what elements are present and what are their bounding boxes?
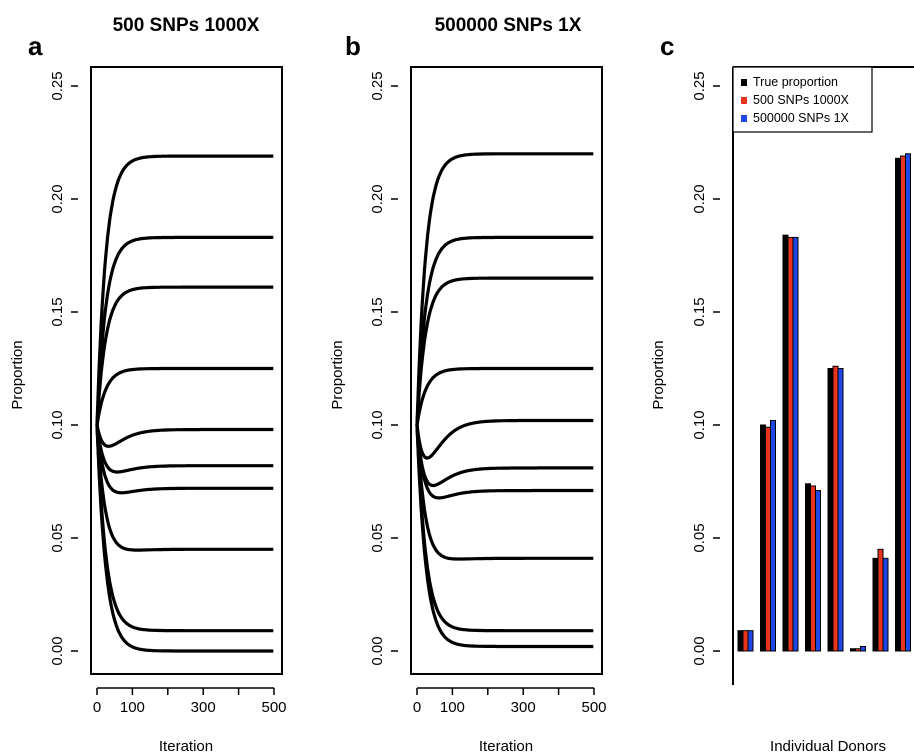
panel-b-title: 500000 SNPs 1X [435, 15, 582, 36]
panel-c-bar-7-2 [877, 548, 884, 652]
panel-c-bar-1-2 [742, 630, 749, 652]
panel-c-y-tick-label: 0.05 [691, 523, 708, 552]
panel-b-plot-frame [410, 66, 603, 675]
panel-a-y-tick-label: 0.15 [49, 297, 66, 326]
panel-a-x-axis-label: Iteration [159, 738, 213, 755]
panel-b-y-tick-label: 0.10 [369, 410, 386, 439]
legend-swatch-true [741, 79, 747, 86]
panel-c-bar-4-3 [815, 490, 821, 652]
panel-c-bar-4-1 [805, 483, 811, 652]
panel-a-series-line-7 [95, 424, 274, 495]
panel-b-series-line-9 [415, 424, 594, 633]
panel-a-series-line-10 [95, 424, 274, 653]
panel-a-series-line-6 [95, 424, 274, 474]
legend-label-true: True proportion [753, 75, 838, 89]
legend-label-500000: 500000 SNPs 1X [753, 111, 850, 125]
panel-a-series-line-5 [95, 424, 274, 448]
panel-a-y-tick-label: 0.05 [49, 523, 66, 552]
panel-c-bar-3-2 [787, 236, 794, 652]
panel-b-series-line-5 [415, 418, 594, 460]
panel-b-y-tick-label: 0.15 [369, 297, 386, 326]
panel-b-line-chart: Iteration Proportion 0 100 300 500 0.00 0.05 0… [329, 66, 607, 755]
panel-c-bar-6-1 [850, 648, 856, 652]
legend-box [732, 66, 873, 133]
panel-b-x-tick-label: 300 [511, 699, 536, 716]
panel-c-bar-5-1 [827, 368, 834, 652]
panel-a-x-tick-label: 0 [93, 699, 101, 716]
panel-a-x-tick-label: 100 [120, 699, 145, 716]
panel-b-y-tick-label: 0.00 [369, 636, 386, 665]
panel-a-title: 500 SNPs 1000X [113, 15, 260, 36]
panel-a-y-tick-label: 0.20 [49, 184, 66, 213]
panel-c-bar-3-3 [792, 236, 799, 652]
panel-b-letter: b [345, 31, 361, 61]
panel-b-x-tick-label: 100 [440, 699, 465, 716]
panel-b-series-line-10 [415, 424, 594, 649]
panel-c-bar-6-2 [855, 648, 861, 652]
panel-c-bar-2-1 [760, 424, 766, 652]
panel-a-series-line-2 [95, 235, 274, 426]
panel-c-bar-7-1 [872, 557, 879, 652]
panel-b-series-line-4 [415, 366, 594, 426]
panel-b-series-line-1 [415, 152, 594, 426]
panel-c-bar-7-3 [882, 557, 889, 652]
panel-c-y-tick-label: 0.00 [691, 636, 708, 665]
panel-b-series-line-2 [415, 235, 594, 426]
panel-c-y-tick-label: 0.20 [691, 184, 708, 213]
panel-c-y-tick-label: 0.10 [691, 410, 708, 439]
panel-c-y-tick-label: 0.15 [691, 297, 708, 326]
panel-a-y-tick-label: 0.25 [49, 71, 66, 100]
panel-b-y-tick-label: 0.25 [369, 71, 386, 100]
panel-b-y-tick-label: 0.20 [369, 184, 386, 213]
panel-c-bar-3-1 [782, 234, 789, 652]
panel-c-letter: c [660, 31, 674, 61]
panel-a-series-line-1 [95, 154, 274, 426]
panel-a-y-tick-label: 0.00 [49, 636, 66, 665]
panel-a-series-line-3 [95, 285, 274, 426]
panel-c-bar-2-2 [765, 426, 771, 652]
panel-a-x-tick-label: 300 [191, 699, 216, 716]
panel-c-bar-1-1 [737, 630, 744, 652]
panel-c-bar-5-3 [837, 368, 844, 652]
legend-swatch-500 [741, 97, 747, 104]
panel-c-bar-2-3 [770, 419, 776, 652]
panel-b-series-line-7 [415, 424, 594, 500]
panel-b-series-line-6 [415, 424, 594, 488]
panel-c-y-axis-label: Proportion [650, 340, 667, 409]
panel-b-y-tick-label: 0.05 [369, 523, 386, 552]
panel-a-y-axis-label: Proportion [9, 340, 26, 409]
panel-c-x-axis-label: Individual Donors [770, 738, 886, 755]
panel-c-bar-8-3 [905, 153, 911, 652]
panel-a-series-line-9 [95, 424, 274, 633]
panel-a-plot-frame [90, 66, 283, 675]
legend: True proportion 500 SNPs 1000X 500000 SN… [732, 66, 873, 133]
panel-b-y-axis-label: Proportion [329, 340, 346, 409]
panel-c-bar-8-2 [900, 155, 906, 652]
panel-c-bar-1-3 [747, 630, 754, 652]
legend-label-500: 500 SNPs 1000X [753, 93, 850, 107]
panel-b-series-line-3 [415, 276, 594, 426]
panel-b-x-tick-label: 500 [581, 699, 606, 716]
panel-a-y-tick-label: 0.10 [49, 410, 66, 439]
panel-c-bar-8-1 [895, 157, 901, 652]
panel-a-line-chart: Iteration Proportion 0 100 300 500 0.00 0.05 0… [9, 66, 287, 755]
panel-a-series-line-8 [95, 424, 274, 552]
panel-a-x-tick-label: 500 [261, 699, 286, 716]
panel-a-letter: a [28, 31, 43, 61]
panel-c-bar-6-3 [860, 645, 866, 652]
panel-c-y-tick-label: 0.25 [691, 71, 708, 100]
legend-swatch-500000 [741, 115, 747, 122]
panel-a-series-line-4 [95, 366, 274, 426]
panel-c-bar-5-2 [832, 365, 839, 652]
panel-c-bar-chart: Individual Donors Proportion 0.00 0.05 0.1… [650, 66, 914, 755]
panel-c-bar-4-2 [810, 485, 816, 652]
panel-b-x-axis-label: Iteration [479, 738, 533, 755]
panel-b-x-tick-label: 0 [413, 699, 421, 716]
panel-b-series-line-8 [415, 424, 594, 561]
